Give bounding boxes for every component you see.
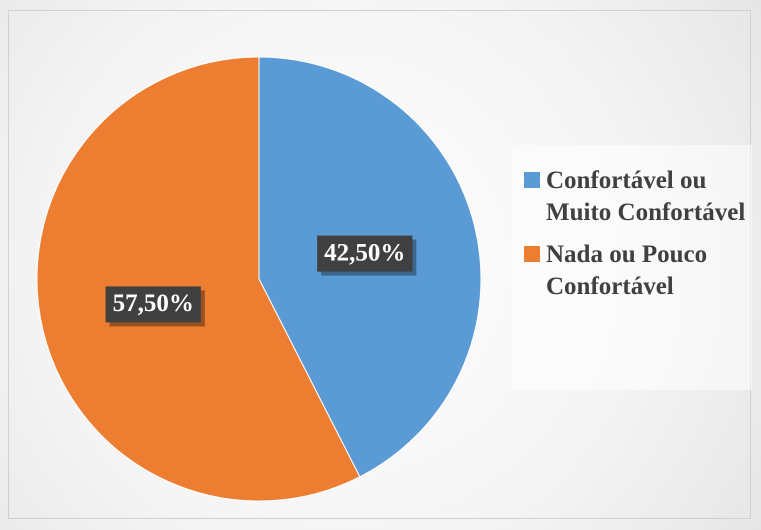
legend-label: Nada ou Pouco Confortável [546,241,708,300]
legend-item: Confortável ou Muito Confortável [524,165,752,229]
data-label: 57,50% [105,286,205,327]
legend-item: Nada ou Pouco Confortável [524,239,752,303]
data-label: 42,50% [317,235,417,276]
data-label-text: 42,50% [324,239,405,266]
pie-slice [36,56,361,502]
legend-label: Confortável ou Muito Confortável [546,167,746,226]
data-label-text: 57,50% [113,290,194,317]
legend: Confortável ou Muito Confortável Nada ou … [512,145,752,390]
label-box [317,235,413,272]
label-box [105,286,201,323]
legend-swatch [524,172,540,188]
legend-swatch [524,246,540,262]
